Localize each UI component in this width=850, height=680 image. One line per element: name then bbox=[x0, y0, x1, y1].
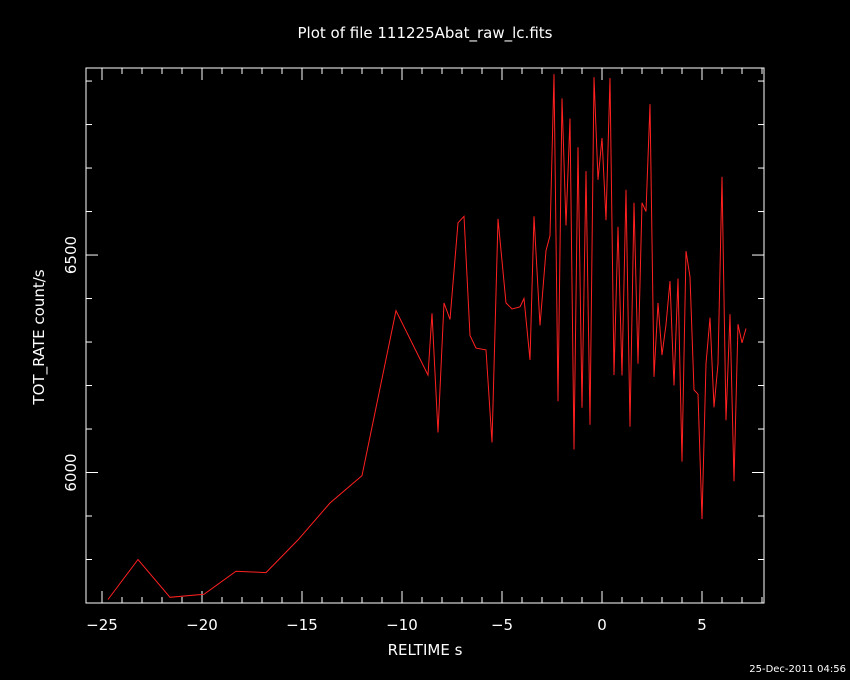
x-tick-label: −5 bbox=[491, 616, 513, 634]
x-tick-label: −15 bbox=[286, 616, 318, 634]
x-tick-label: −25 bbox=[86, 616, 118, 634]
x-axis-label: RELTIME s bbox=[388, 641, 463, 659]
timestamp: 25-Dec-2011 04:56 bbox=[749, 664, 846, 675]
tick-labels: −25 −20 −15 −10 −5 0 5 6000 6500 bbox=[62, 236, 707, 634]
tick-marks bbox=[86, 68, 764, 604]
x-tick-label: −20 bbox=[186, 616, 218, 634]
series-line-tot-rate bbox=[107, 74, 747, 600]
y-axis-label: TOT_RATE count/s bbox=[30, 269, 49, 405]
y-tick-label: 6000 bbox=[62, 453, 80, 491]
x-tick-label: −10 bbox=[386, 616, 418, 634]
y-tick-label: 6500 bbox=[62, 236, 80, 274]
plot-frame bbox=[85, 67, 765, 604]
chart-title: Plot of file 111225Abat_raw_lc.fits bbox=[298, 24, 553, 43]
x-tick-label: 0 bbox=[597, 616, 607, 634]
x-tick-label: 5 bbox=[697, 616, 707, 634]
